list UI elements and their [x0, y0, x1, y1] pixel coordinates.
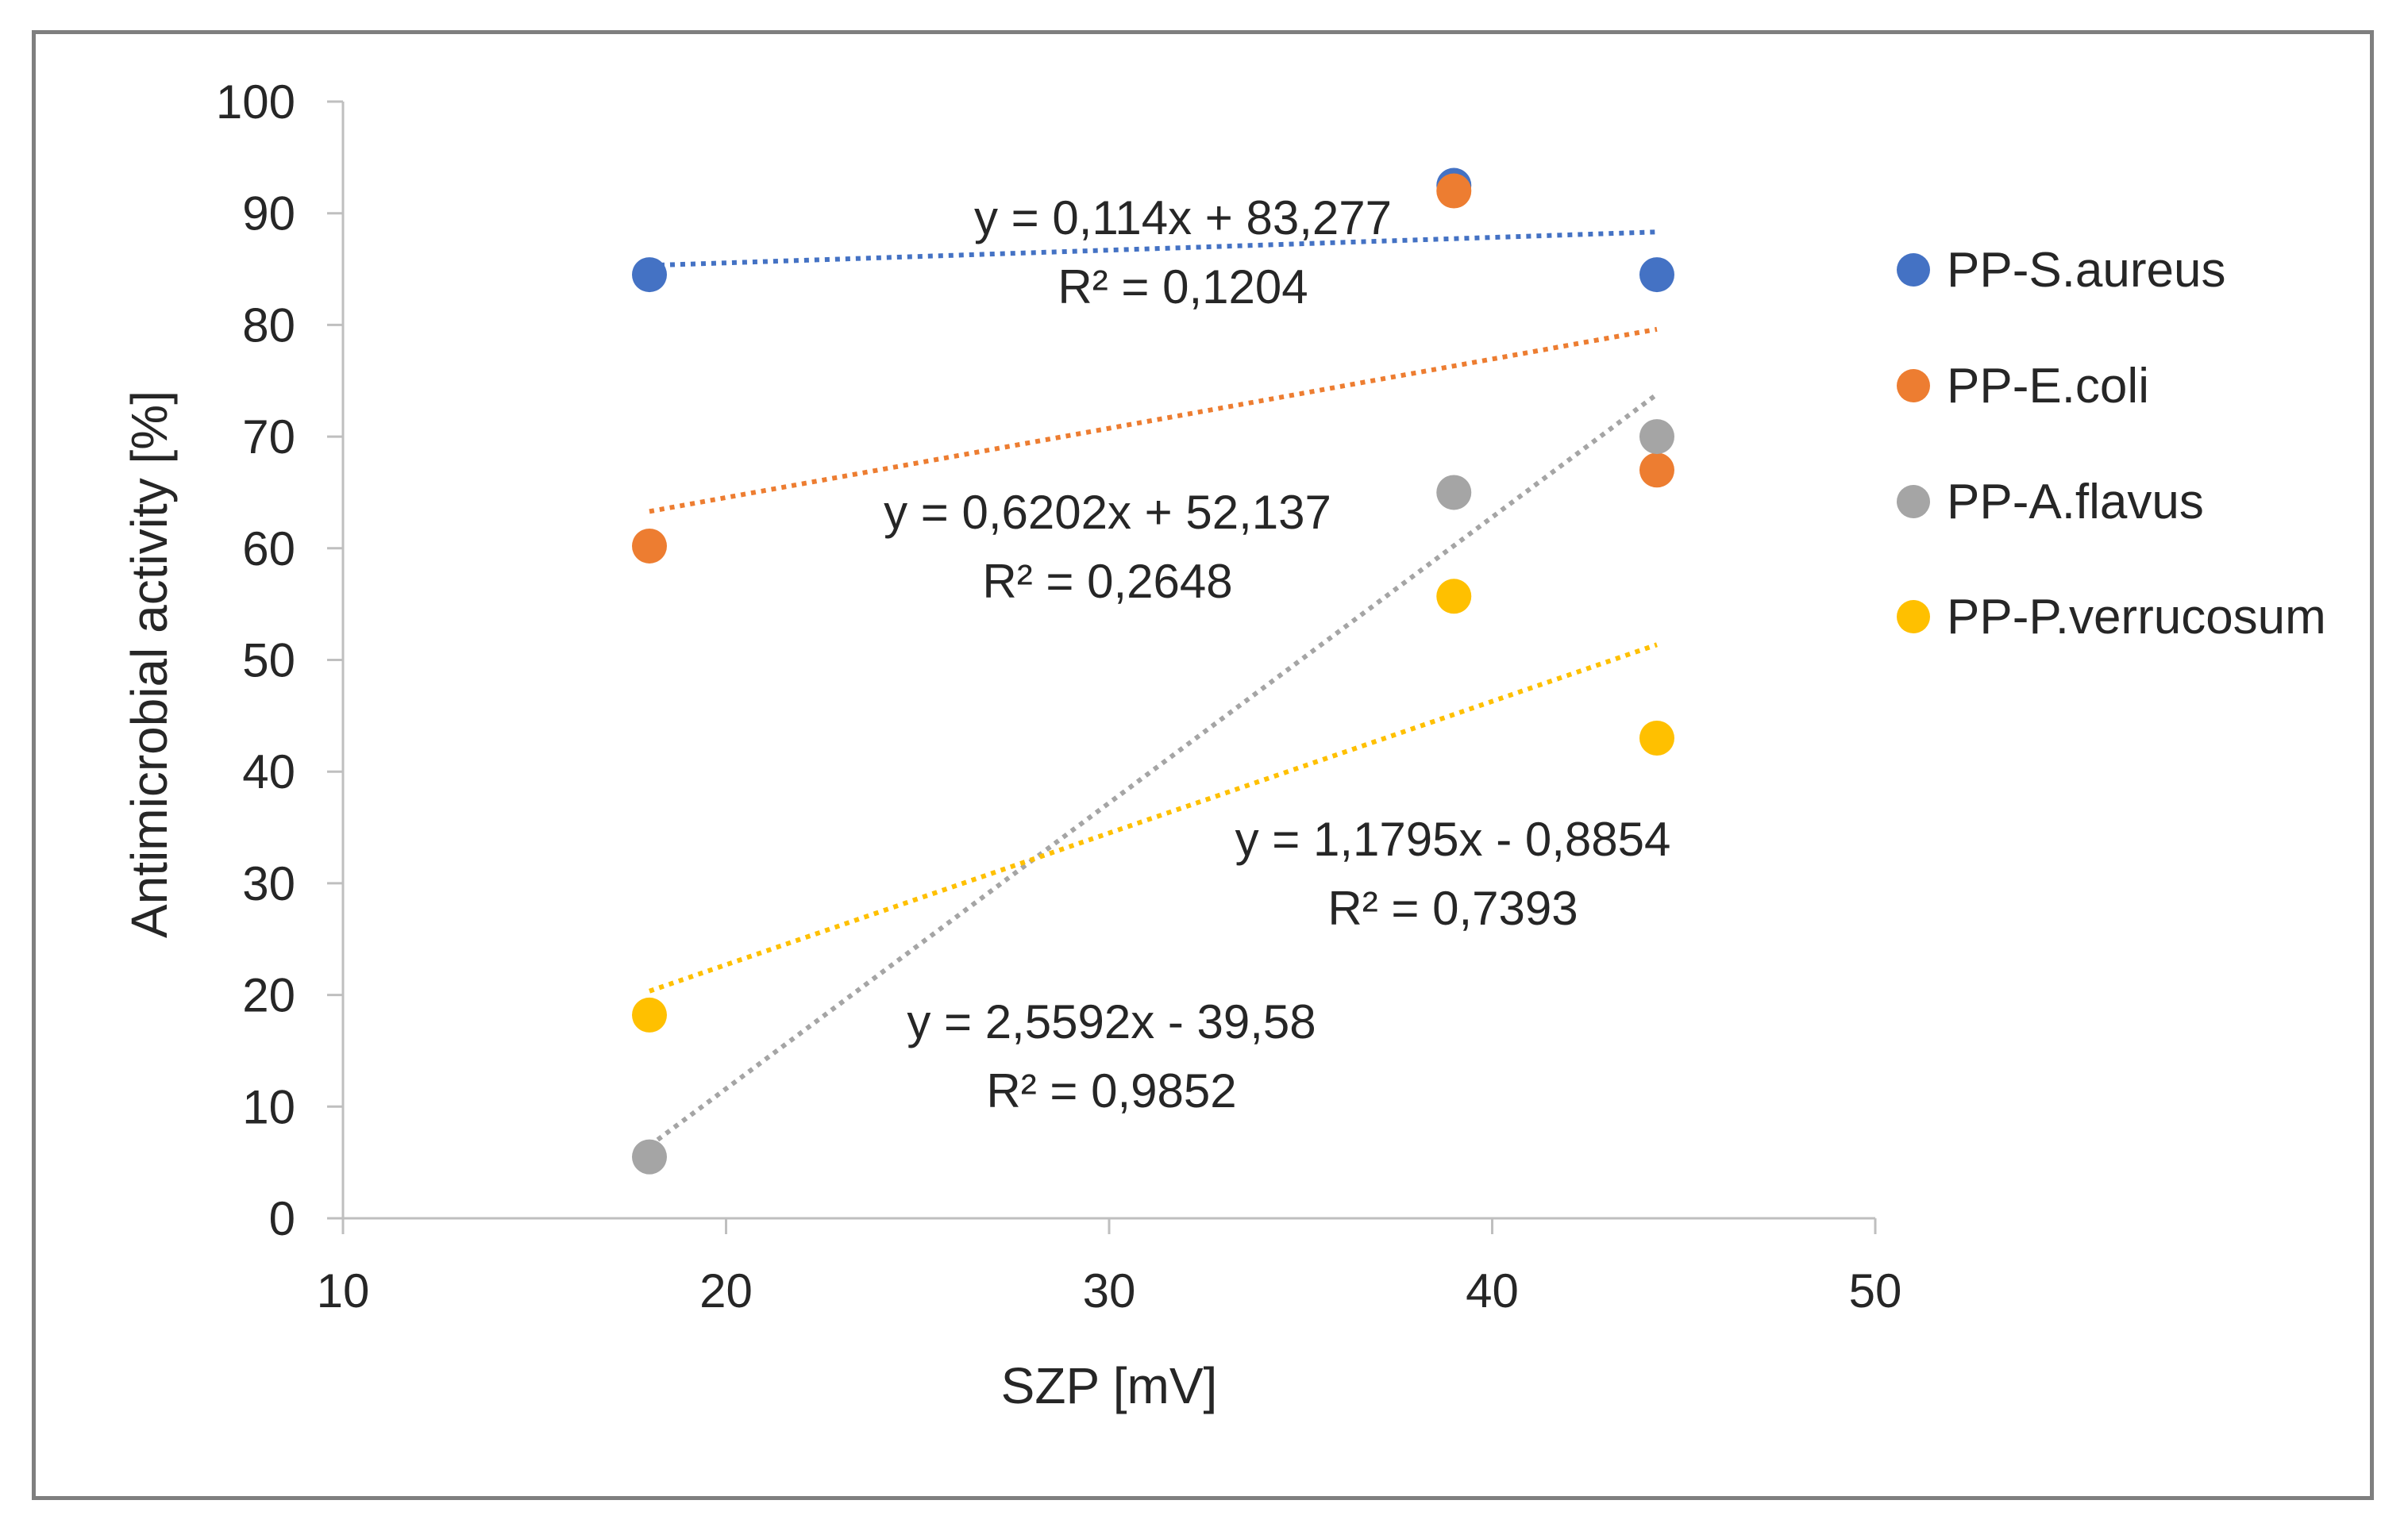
equation-s-aureus: y = 0,114x + 83,277: [974, 191, 1392, 244]
legend-marker-a-flavus: [1897, 485, 1930, 518]
trendline-series-0: [649, 229, 1658, 268]
data-point-series-0[interactable]: [1639, 257, 1674, 293]
trendline-series-3: [649, 642, 1658, 994]
axes: 0 10 20 30 40 50 60 70 80 90 100 10 20 30 40 50: [216, 75, 1901, 1318]
legend-marker-s-aureus: [1897, 253, 1930, 287]
r2-a-flavus: R² = 0,9852: [986, 1064, 1236, 1117]
y-tick-label: 100: [216, 75, 295, 129]
r2-p-verrucosum: R² = 0,7393: [1327, 882, 1578, 935]
legend-label-e-coli: PP-E.coli: [1947, 359, 2149, 414]
y-tick-label: 0: [269, 1192, 295, 1245]
legend-item-p-verrucosum[interactable]: PP-P.verrucosum: [1897, 590, 2326, 644]
legend-label-s-aureus: PP-S.aureus: [1947, 243, 2226, 298]
x-axis-title: SZP [mV]: [1001, 1357, 1218, 1414]
x-tick-label: 40: [1466, 1264, 1519, 1318]
data-point-series-1[interactable]: [1436, 173, 1472, 209]
legend-item-a-flavus[interactable]: PP-A.flavus: [1897, 475, 2204, 529]
r2-e-coli: R² = 0,2648: [982, 555, 1232, 608]
y-tick-label: 60: [242, 522, 295, 575]
y-tick-label: 20: [242, 969, 295, 1022]
x-tick-label: 10: [317, 1264, 370, 1318]
legend: PP-S.aureus PP-E.coli PP-A.flavus PP-P.v…: [1897, 243, 2326, 644]
data-point-series-1[interactable]: [1639, 452, 1674, 488]
equation-p-verrucosum: y = 1,1795x - 0,8854: [1235, 813, 1671, 866]
equation-labels: y = 0,114x + 83,277 R² = 0,1204 y = 0,62…: [884, 191, 1670, 1117]
equation-a-flavus: y = 2,5592x - 39,58: [907, 995, 1316, 1048]
legend-label-p-verrucosum: PP-P.verrucosum: [1947, 590, 2326, 644]
y-tick-label: 10: [242, 1080, 295, 1133]
y-tick-label: 70: [242, 410, 295, 464]
y-tick-label: 50: [242, 634, 295, 687]
y-axis-title: Antimicrobial activity [%]: [121, 390, 178, 938]
trendline-series-1: [649, 326, 1658, 514]
equation-e-coli: y = 0,6202x + 52,137: [884, 486, 1331, 539]
x-tick-label: 30: [1083, 1264, 1136, 1318]
data-point-series-0[interactable]: [632, 257, 667, 293]
legend-marker-e-coli: [1897, 369, 1930, 402]
x-tick-label: 20: [699, 1264, 753, 1318]
trendlines: [648, 229, 1659, 1148]
r2-s-aureus: R² = 0,1204: [1058, 260, 1308, 314]
data-point-series-2[interactable]: [1436, 475, 1472, 510]
chart-frame: [32, 30, 2374, 1500]
data-point-series-3[interactable]: [1639, 720, 1674, 756]
y-tick-label: 30: [242, 857, 295, 910]
data-point-series-3[interactable]: [1436, 579, 1472, 614]
y-tick-label: 90: [242, 187, 295, 240]
y-tick-label: 40: [242, 745, 295, 798]
legend-label-a-flavus: PP-A.flavus: [1947, 475, 2204, 529]
legend-marker-p-verrucosum: [1897, 600, 1930, 633]
data-point-series-3[interactable]: [632, 997, 667, 1033]
x-tick-label: 50: [1849, 1264, 1902, 1318]
trendline-series-2: [648, 392, 1659, 1148]
data-point-series-2[interactable]: [632, 1139, 667, 1175]
data-point-series-1[interactable]: [632, 528, 667, 564]
data-points: [632, 167, 1674, 1175]
legend-item-s-aureus[interactable]: PP-S.aureus: [1897, 243, 2226, 298]
data-point-series-2[interactable]: [1639, 419, 1674, 455]
y-tick-label: 80: [242, 298, 295, 352]
legend-item-e-coli[interactable]: PP-E.coli: [1897, 359, 2149, 414]
